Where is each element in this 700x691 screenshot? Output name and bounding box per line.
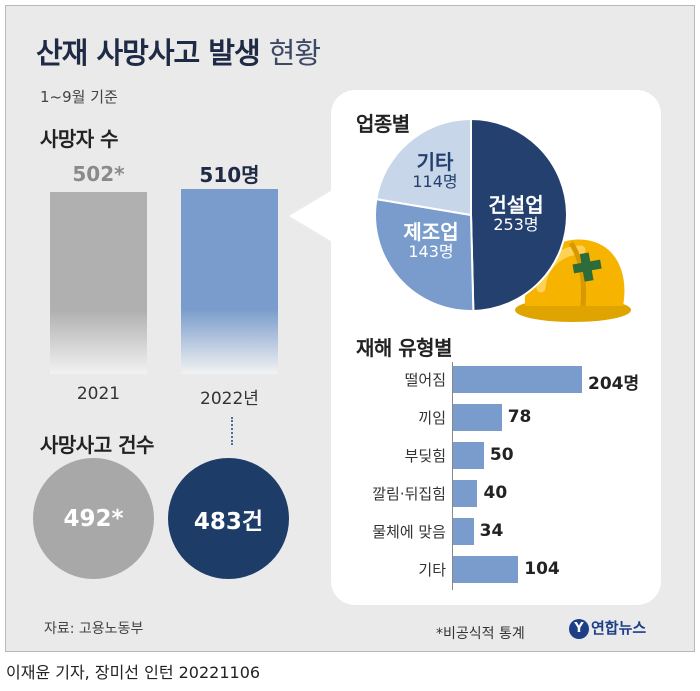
pie-label-manufacturing: 제조업 143명 bbox=[391, 221, 471, 261]
infographic: 산재 사망사고 발생 현황 1~9월 기준 사망자 수 502* 2021 510명… bbox=[5, 5, 695, 652]
page-title: 산재 사망사고 발생 현황 bbox=[36, 36, 321, 70]
type-title: 재해 유형별 bbox=[356, 336, 452, 360]
pie-label-construction: 건설업 253명 bbox=[472, 194, 560, 234]
source: 자료: 고용노동부 bbox=[44, 621, 144, 637]
industry-pie-chart bbox=[373, 117, 569, 313]
pie-slice-0 bbox=[470, 117, 568, 312]
deaths-bar-0 bbox=[50, 191, 147, 374]
subtitle: 1~9월 기준 bbox=[40, 88, 118, 106]
pie-slice-2 bbox=[375, 117, 472, 217]
credit-line: 이재윤 기자, 장미선 인턴 20221106 bbox=[6, 663, 261, 682]
deaths-bar-chart: 502* 2021 510명 2022년 bbox=[6, 6, 326, 426]
pie-label-construction-value: 253명 bbox=[493, 215, 539, 234]
pie-svg bbox=[374, 117, 568, 312]
brand: Y 연합뉴스 bbox=[569, 617, 646, 639]
deaths-value-0: 502* bbox=[72, 161, 125, 186]
accidents-title: 사망사고 건수 bbox=[40, 433, 154, 457]
pie-label-manufacturing-name: 제조업 bbox=[403, 220, 459, 244]
footnote: *비공식적 통계 bbox=[436, 626, 525, 642]
industry-title: 업종별 bbox=[356, 112, 410, 136]
callout-pointer bbox=[289, 186, 339, 246]
brand-name: 연합뉴스 bbox=[591, 619, 647, 637]
deaths-value-1: 510명 bbox=[199, 163, 260, 187]
pie-label-manufacturing-value: 143명 bbox=[408, 242, 454, 261]
pie-label-other: 기타 114명 bbox=[406, 151, 464, 191]
pie-label-other-value: 114명 bbox=[412, 172, 458, 191]
brand-logo-icon: Y bbox=[569, 618, 589, 639]
deaths-year-1: 2022년 bbox=[200, 389, 259, 409]
pie-label-other-name: 기타 bbox=[416, 150, 454, 174]
deaths-title: 사망자 수 bbox=[40, 127, 119, 151]
pie-label-construction-name: 건설업 bbox=[488, 193, 544, 217]
connector-dots bbox=[231, 417, 235, 445]
pie-slice-1 bbox=[374, 197, 475, 312]
deaths-year-0: 2021 bbox=[76, 384, 121, 404]
accidents-circle-1: 483건 bbox=[168, 458, 289, 579]
deaths-bar-1 bbox=[181, 189, 278, 374]
accidents-circle-0: 492* bbox=[33, 458, 154, 579]
